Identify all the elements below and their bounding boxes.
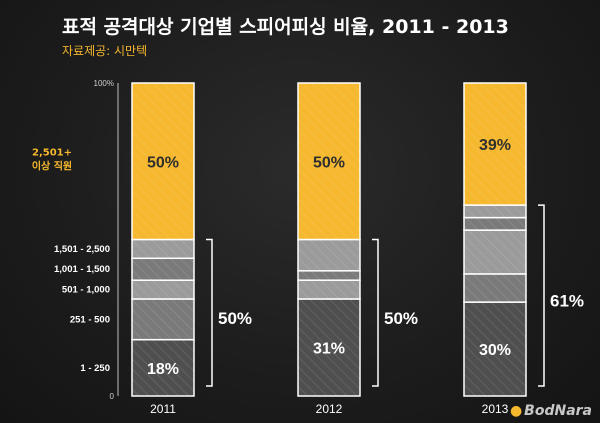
bar-segment-hatch	[298, 239, 360, 271]
bars	[131, 82, 527, 397]
legend-label: 이상 직원	[32, 159, 72, 172]
legend-label: 1,501 - 2,500	[54, 244, 110, 255]
bar-segment-hatch	[132, 239, 194, 259]
bar-bottom-label: 30%	[479, 342, 511, 359]
legend-label: 1 - 250	[80, 363, 110, 374]
page-title: 표적 공격대상 기업별 스피어피싱 비율, 2011 - 2013	[62, 16, 509, 38]
legend-label: 2,501+	[32, 147, 72, 158]
y-axis: 100% 0	[94, 79, 119, 401]
x-tick-label: 2013	[482, 402, 509, 416]
y-tick-label: 0	[110, 392, 115, 401]
bar-bottom-label: 31%	[313, 340, 345, 357]
bar-segment-hatch	[298, 270, 360, 281]
logo-icon: ●	[509, 403, 523, 419]
watermark-text: BodNara	[524, 403, 592, 419]
legend-label: 1,001 - 1,500	[54, 264, 110, 275]
y-tick-label: 100%	[94, 79, 114, 88]
bar-segment-hatch	[464, 273, 526, 303]
bar-segment-hatch	[132, 258, 194, 281]
bar-segment-hatch	[132, 298, 194, 340]
source-caption: 자료제공: 시만텍	[62, 44, 148, 58]
bar-bottom-label: 18%	[147, 361, 179, 378]
data-labels: 50% 18% 50% 2011 50% 31% 50% 2012 39% 30% 61% 2013 1…	[32, 137, 584, 416]
x-tick-label: 2012	[316, 402, 343, 416]
bar-segment-hatch	[464, 205, 526, 218]
legend-label: 251 - 500	[70, 314, 110, 325]
bar-segment-hatch	[464, 83, 526, 206]
watermark-logo: ● BodNara	[510, 403, 592, 419]
legend-label: 501 - 1,000	[62, 285, 110, 296]
bar-segment-hatch	[132, 280, 194, 299]
bar-segment-hatch	[298, 83, 360, 240]
bar-segment-hatch	[298, 280, 360, 299]
bar-top-label: 39%	[479, 137, 511, 154]
bar-segment-hatch	[132, 83, 194, 240]
brace-label: 50%	[384, 309, 418, 328]
bar-top-label: 50%	[313, 154, 345, 171]
bar-segment-hatch	[464, 230, 526, 274]
brace	[538, 204, 545, 387]
bar-segment-hatch	[132, 339, 194, 396]
brace	[372, 238, 379, 387]
bar-segment-hatch	[464, 302, 526, 396]
bar-top-label: 50%	[147, 154, 179, 171]
x-tick-label: 2011	[150, 402, 176, 416]
brace-label: 50%	[218, 309, 252, 328]
bar-segment-hatch	[464, 217, 526, 231]
bar-segment-hatch	[298, 298, 360, 396]
brace	[206, 238, 213, 387]
brace-label: 61%	[550, 292, 584, 311]
